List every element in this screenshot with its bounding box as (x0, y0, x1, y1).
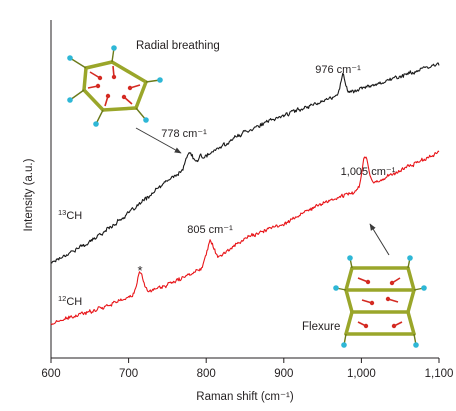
peak-label-1005: 1,005 cm⁻¹ (341, 166, 396, 178)
inset-label-flexure: Flexure (302, 321, 340, 333)
x-tick-label-700: 700 (119, 368, 138, 380)
flexure-molecule-inset (333, 255, 427, 348)
arrow-to-1005-peak (369, 223, 390, 256)
y-axis-label: Intensity (a.u.) (23, 158, 35, 231)
x-tick-label-1000: 1,000 (347, 368, 376, 380)
series-label-12ch: 12CH (58, 294, 82, 308)
x-axis-ticks: 600 700 800 900 1,000 1,100 (41, 358, 453, 380)
radial-breathing-molecule-inset (67, 45, 163, 127)
x-axis-label: Raman shift (cm⁻¹) (196, 391, 294, 403)
x-tick-label-900: 900 (274, 368, 293, 380)
peak-label-805: 805 cm⁻¹ (187, 224, 233, 236)
spectrum-12ch-line (50, 150, 440, 326)
series-label-13ch: 13CH (58, 208, 82, 222)
spectrum-13ch-line (50, 62, 440, 264)
peak-label-976: 976 cm⁻¹ (315, 64, 361, 76)
peak-label-778: 778 cm⁻¹ (161, 128, 207, 140)
x-tick-label-600: 600 (41, 368, 60, 380)
x-tick-label-1100: 1,100 (425, 368, 454, 380)
inset-label-radial-breathing: Radial breathing (136, 40, 220, 52)
arrow-to-778-peak (135, 127, 182, 154)
peak-label-asterisk: * (137, 263, 142, 278)
x-tick-label-800: 800 (197, 368, 216, 380)
